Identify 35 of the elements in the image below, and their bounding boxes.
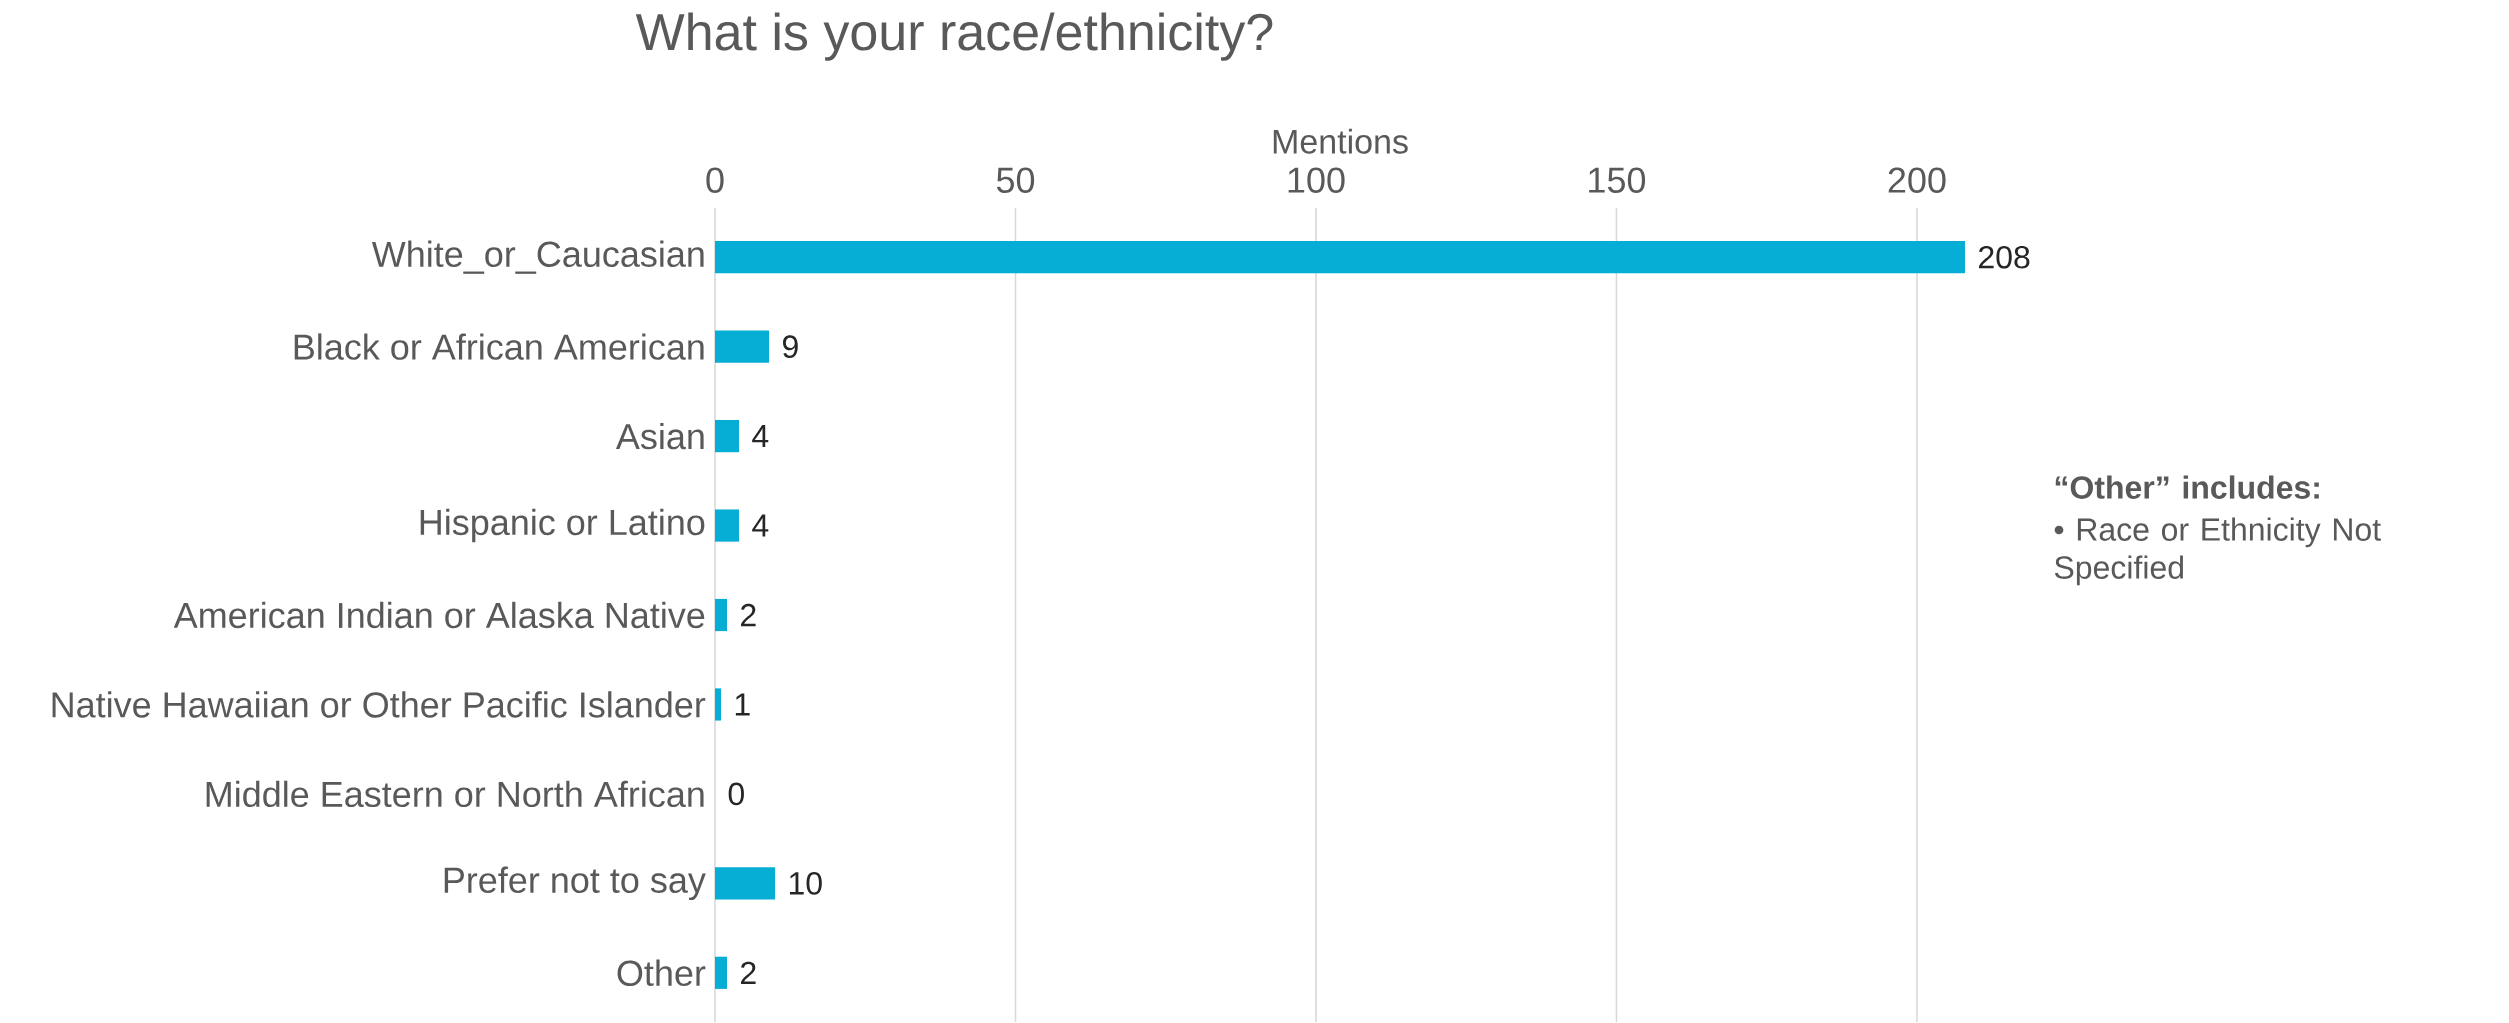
x-axis-title: Mentions — [1273, 128, 1408, 154]
text: • Race or Ethnicity Not Specified — [2054, 517, 2381, 586]
y-tick-label: Other — [617, 959, 706, 987]
bar — [715, 598, 728, 632]
bar — [715, 956, 728, 989]
bar — [715, 509, 740, 542]
x-tick-label: 150 — [1589, 167, 1646, 193]
bar — [715, 420, 740, 453]
text: “Other” includes: — [2055, 475, 2319, 499]
y-tick-label: Middle Eastern or North African — [206, 780, 704, 808]
y-tick-label: White_or_Caucasian — [371, 240, 704, 274]
bar — [715, 867, 776, 900]
data-label: 4 — [752, 514, 769, 537]
bar — [715, 688, 722, 721]
y-tick-label: Black or African American — [294, 333, 704, 360]
data-label: 10 — [789, 872, 822, 895]
data-label: 9 — [783, 335, 798, 358]
x-tick-label: 100 — [1288, 167, 1345, 193]
data-label: 0 — [728, 782, 744, 806]
y-tick-label: Hispanic or Latino — [420, 508, 705, 543]
y-tick-label: Native Hawaiian or Other Pacific Islander — [52, 691, 706, 718]
bar — [715, 330, 770, 363]
y-tick-label: American Indian or Alaska Native — [173, 601, 705, 629]
data-label: 1 — [735, 693, 750, 716]
data-label: 2 — [741, 603, 756, 627]
y-tick-label: Asian — [615, 422, 704, 450]
bar — [715, 241, 1966, 274]
data-label: 4 — [752, 425, 769, 448]
data-label: 2 — [741, 961, 756, 984]
x-tick-label: 200 — [1888, 167, 1946, 193]
x-tick-label: 0 — [706, 167, 724, 193]
y-tick-label: Prefer not to say — [444, 866, 706, 901]
data-label: 208 — [1979, 245, 2030, 269]
chart-title: What is your race/ethnicity? — [635, 12, 1273, 61]
x-tick-label: 50 — [996, 167, 1035, 193]
